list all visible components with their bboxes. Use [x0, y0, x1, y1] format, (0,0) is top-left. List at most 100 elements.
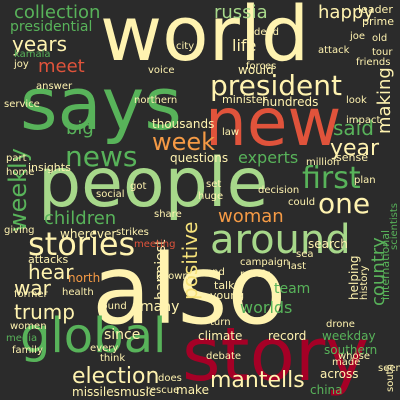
word-life: life — [232, 36, 257, 55]
word-missiles: missiles — [72, 385, 120, 399]
word-wherever: wherever — [60, 227, 117, 241]
word-law: law — [222, 127, 240, 138]
word-giving: giving — [4, 225, 35, 236]
word-joe: joe — [350, 31, 366, 42]
word-turn: turn — [210, 317, 231, 328]
word-first: first — [302, 161, 361, 196]
word-media: media — [6, 333, 38, 344]
word-dead: dead — [254, 27, 279, 38]
word-attacks: attacks — [28, 253, 69, 266]
word-tour: tour — [372, 47, 393, 58]
word-minister: minister — [222, 93, 268, 106]
word-climate: climate — [198, 329, 243, 343]
word-around: around — [210, 217, 351, 263]
word-hundreds: hundreds — [262, 95, 319, 109]
word-president: president — [210, 69, 342, 102]
word-search: search — [308, 237, 348, 251]
word-rebels: rebels — [240, 269, 271, 280]
word-hear: hear — [28, 260, 74, 284]
word-attack: attack — [318, 45, 350, 56]
word-election: election — [72, 364, 160, 389]
word-happy: happy — [318, 2, 374, 23]
word-think: think — [100, 353, 126, 364]
word-southern: southern — [324, 343, 378, 357]
word-family: family — [12, 345, 43, 356]
word-worlds: worlds — [240, 298, 293, 317]
word-says: says — [20, 62, 182, 146]
word-answer: answer — [36, 81, 73, 92]
word-debate: debate — [206, 351, 242, 362]
word-said: said — [333, 116, 374, 140]
word-one: one — [318, 187, 371, 220]
word-last: last — [288, 261, 307, 272]
word-since: since — [104, 327, 141, 343]
word-young: young — [210, 289, 245, 302]
word-health: health — [62, 287, 94, 298]
word-huge: huge — [198, 191, 224, 202]
word-make: make — [176, 383, 209, 397]
word-meet: meet — [38, 56, 85, 77]
word-old: old — [372, 33, 388, 44]
word-weekday: weekday — [322, 329, 376, 343]
word-positive: positive — [178, 221, 202, 300]
word-million: million — [306, 157, 340, 168]
word-story: story — [182, 312, 370, 398]
word-northern: northern — [134, 95, 178, 106]
word-forces: forces — [246, 61, 277, 72]
word-seen: seen — [378, 363, 400, 374]
word-stories: stories — [28, 225, 136, 263]
word-meeting: meeting — [134, 239, 176, 250]
word-sea: sea — [296, 249, 314, 260]
word-share: share — [154, 209, 182, 220]
word-experts: experts — [238, 148, 299, 167]
word-world: world — [100, 0, 310, 78]
word-set: set — [206, 179, 222, 190]
word-also: also — [92, 234, 287, 346]
word-history: history — [359, 265, 370, 300]
word-china: china — [310, 383, 343, 397]
word-drone: drone — [326, 319, 355, 330]
word-part: part — [6, 153, 27, 164]
word-presidential: presidential — [10, 19, 93, 35]
word-could: could — [288, 197, 316, 208]
word-voice: voice — [148, 65, 175, 76]
word-joy: joy — [14, 59, 29, 70]
word-end: end — [206, 267, 225, 278]
word-strikes: strikes — [116, 227, 149, 238]
word-trump: trump — [14, 300, 75, 324]
word-plan: plan — [354, 175, 376, 186]
word-talk: talk — [214, 279, 235, 292]
word-look: look — [346, 95, 367, 106]
word-whose: whose — [338, 351, 370, 362]
word-leader: leader — [358, 3, 393, 16]
word-impact: impact — [346, 115, 381, 126]
word-children: children — [44, 208, 117, 229]
word-home: home — [6, 167, 35, 178]
word-thousands: thousands — [152, 117, 215, 131]
word-prime: prime — [362, 15, 395, 28]
word-every: every — [90, 343, 119, 354]
word-would: would — [238, 63, 274, 77]
word-decision: decision — [258, 185, 300, 196]
word-year: year — [330, 136, 380, 161]
word-kamala: kamala — [14, 49, 51, 60]
word-people: people — [38, 144, 269, 223]
word-service: service — [4, 99, 40, 110]
word-russia: russia — [214, 2, 268, 23]
word-friends: friends — [356, 57, 391, 68]
word-women: women — [10, 321, 47, 332]
word-war: war — [14, 276, 51, 300]
word-across: across — [320, 367, 359, 381]
word-woman: woman — [218, 206, 284, 227]
word-sense: sense — [336, 151, 368, 164]
word-big: big — [66, 118, 94, 139]
word-known: known — [156, 271, 189, 282]
word-does: does — [158, 373, 182, 384]
word-rescue: rescue — [146, 385, 180, 396]
word-music: music — [120, 385, 156, 399]
word-made: made — [332, 357, 361, 368]
word-city: city — [176, 41, 195, 52]
word-questions: questions — [170, 151, 229, 165]
word-years: years — [12, 32, 68, 56]
